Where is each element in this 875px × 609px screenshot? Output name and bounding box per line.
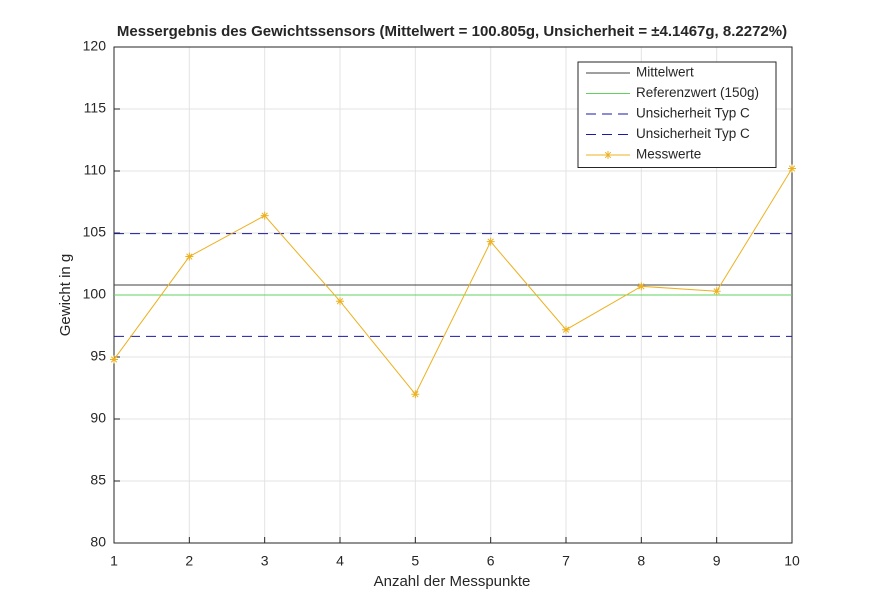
y-tick-label: 95 [90,348,106,364]
data-marker [637,282,646,291]
legend-label: Mittelwert [636,65,694,80]
x-tick-label: 6 [487,553,495,569]
data-marker [110,355,118,364]
chart-title: Messergebnis des Gewichtssensors (Mittel… [117,23,787,40]
x-tick-label: 4 [336,553,344,569]
data-marker [712,287,721,296]
data-marker [486,237,495,246]
x-tick-label: 8 [637,553,645,569]
y-axis-label: Gewicht in g [57,254,74,337]
y-tick-label: 85 [90,472,106,488]
x-tick-label: 1 [110,553,118,569]
y-tick-label: 90 [90,410,106,426]
series-line [113,168,793,396]
data-marker [336,297,344,306]
x-tick-label: 2 [185,553,193,569]
x-axis-label: Anzahl der Messpunkte [374,573,531,590]
x-tick-label: 3 [261,553,269,569]
legend-marker [604,151,612,159]
legend-label: Referenzwert (150g) [636,85,759,100]
x-tick-label: 9 [713,553,721,569]
data-marker [411,390,420,399]
data-marker [562,325,570,334]
data-marker [260,211,269,220]
x-tick-label: 10 [784,553,800,569]
y-tick-label: 105 [83,224,107,240]
data-marker [788,164,796,173]
y-tick-label: 100 [83,286,107,302]
legend-label: Unsicherheit Typ C [636,106,750,121]
x-tick-label: 5 [411,553,419,569]
y-tick-label: 120 [83,38,107,54]
legend-label: Unsicherheit Typ C [636,126,750,141]
data-marker [185,252,194,261]
y-tick-label: 110 [84,162,107,178]
legend-label: Messwerte [636,147,701,162]
y-tick-label: 80 [90,534,106,550]
y-tick-label: 115 [84,100,107,116]
x-tick-label: 7 [562,553,570,569]
legend-box [577,61,777,168]
